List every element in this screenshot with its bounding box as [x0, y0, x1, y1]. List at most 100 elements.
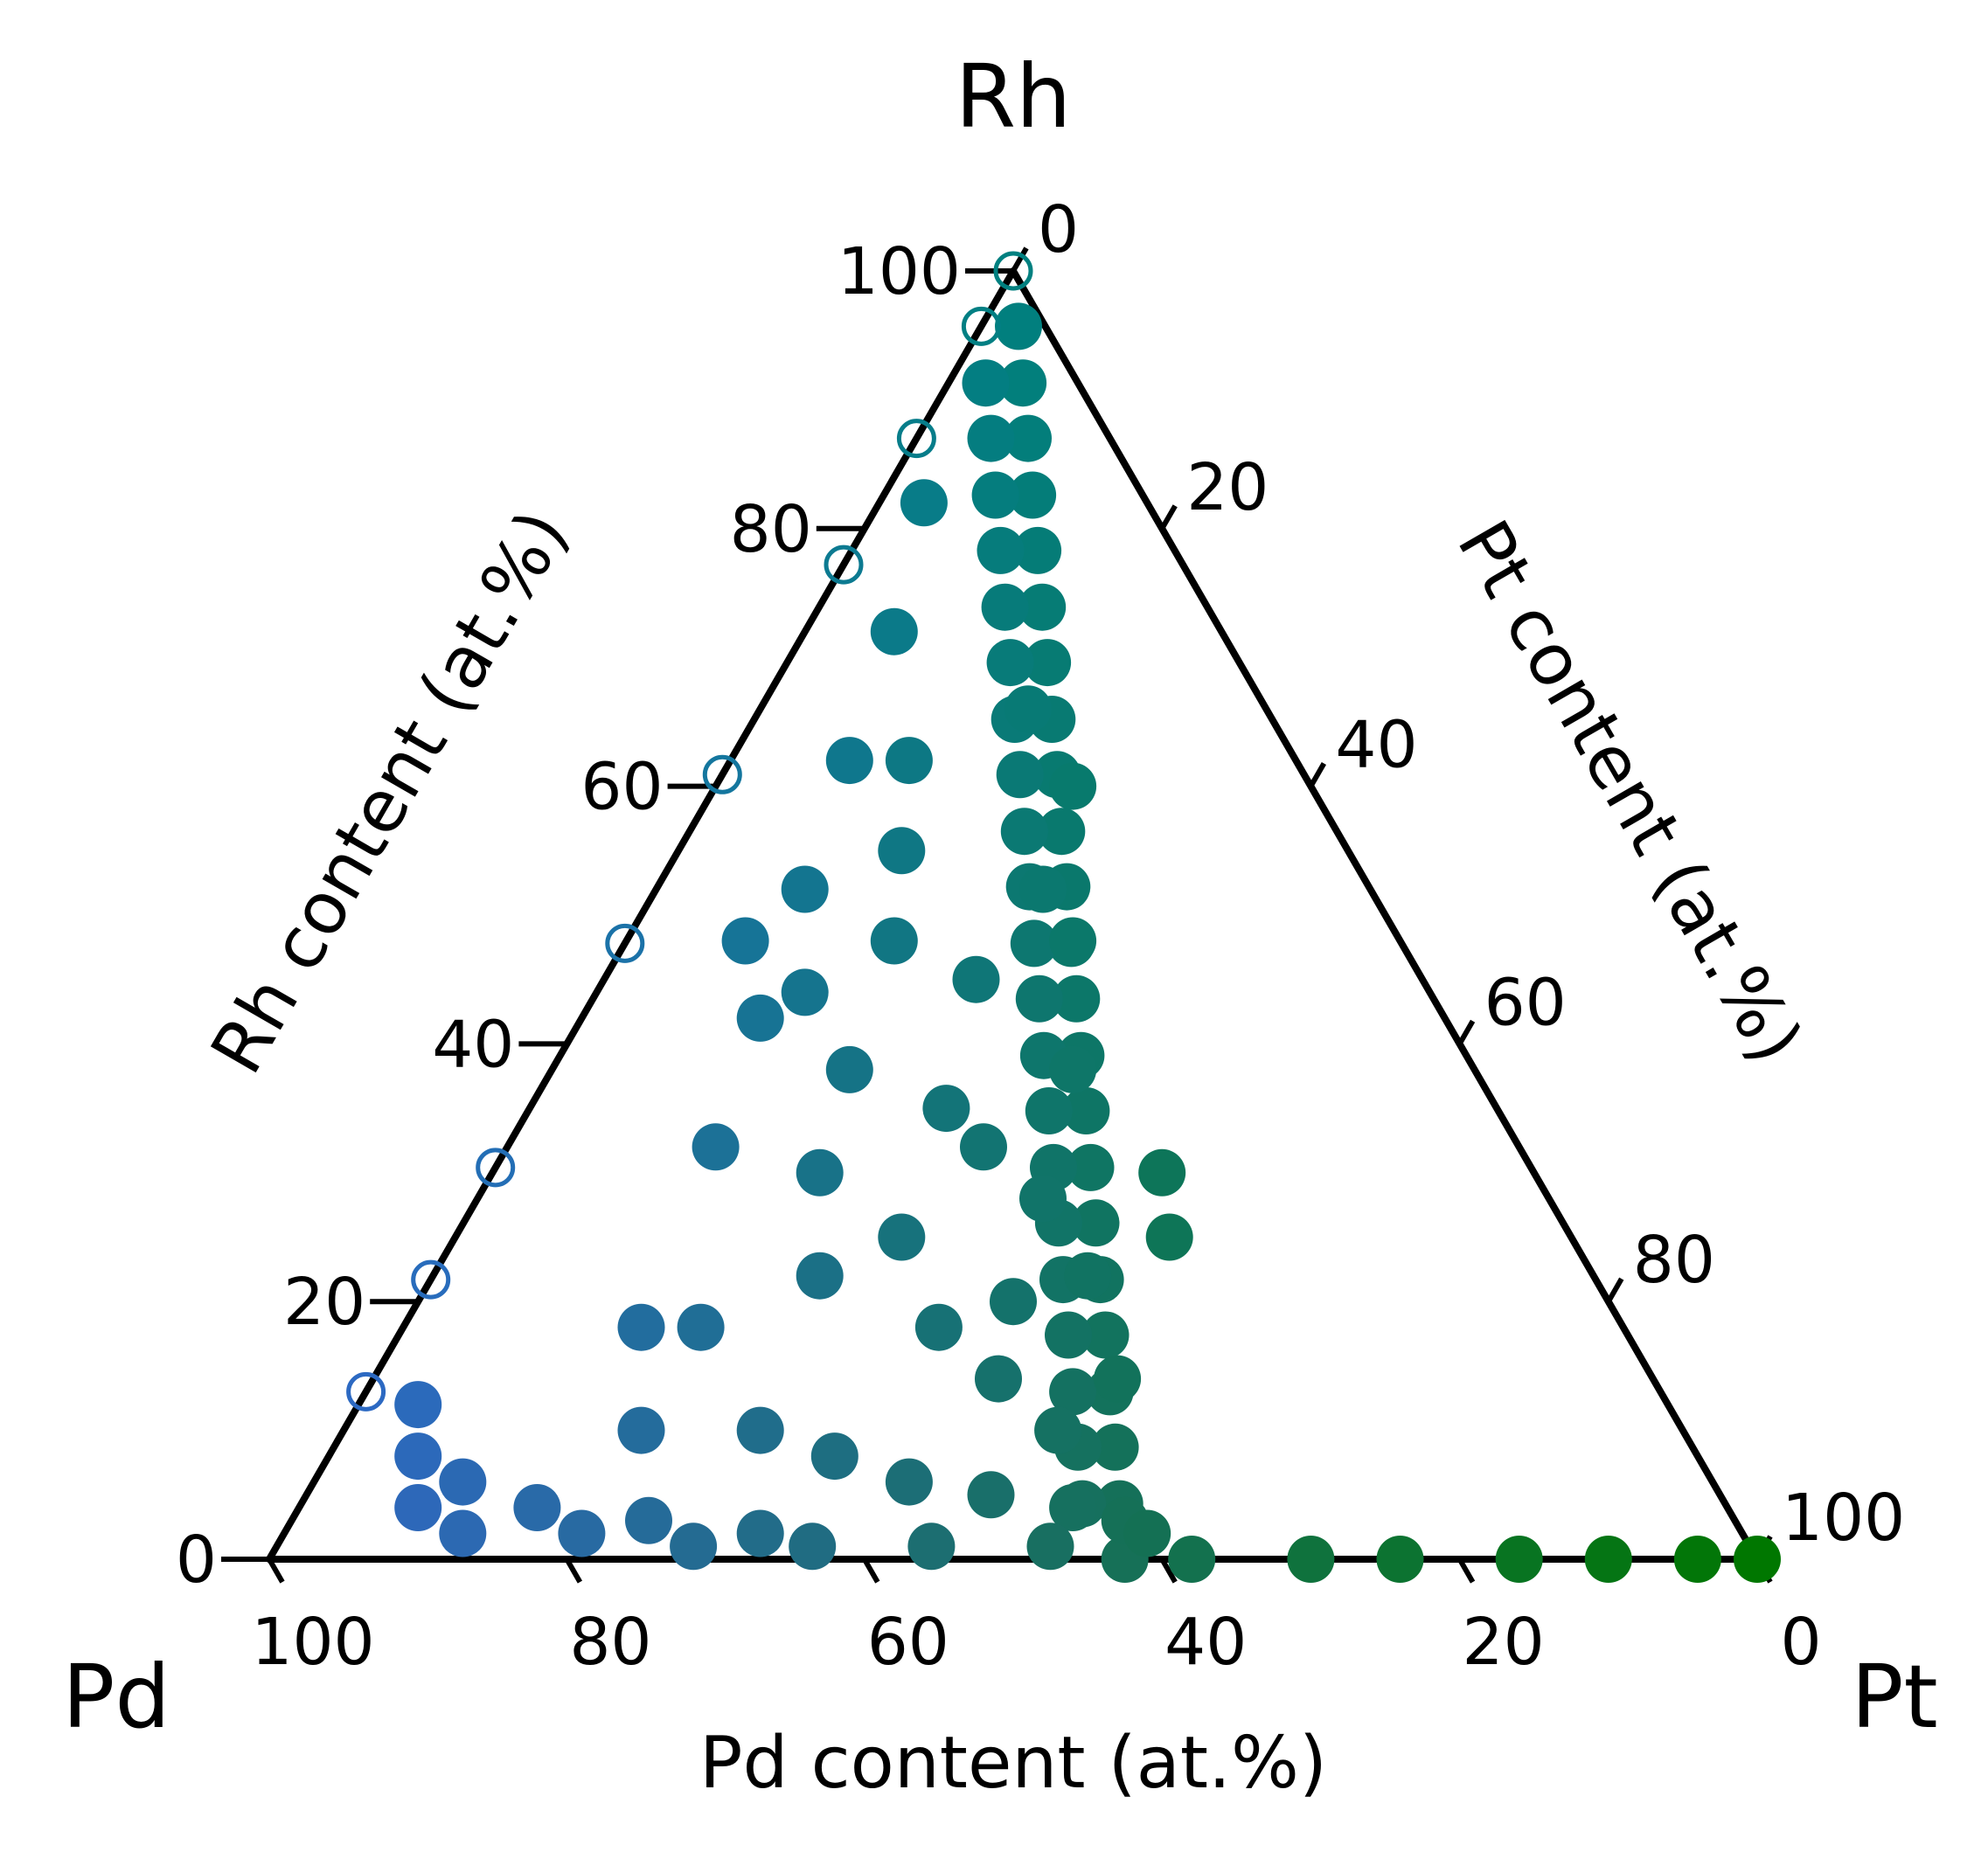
data-point	[736, 994, 784, 1042]
tick-label-left-60: 60	[580, 750, 663, 825]
data-point	[558, 1509, 606, 1557]
data-point	[736, 1509, 784, 1557]
tick-label-right-40: 40	[1335, 708, 1417, 783]
data-point	[878, 1213, 926, 1261]
tick-label-left-80: 80	[730, 492, 812, 567]
data-point	[1015, 975, 1063, 1023]
data-point	[439, 1509, 487, 1557]
data-point	[1014, 526, 1062, 574]
tick-label-bottom-60: 60	[867, 1605, 949, 1680]
tick-label-bottom-20: 20	[1463, 1605, 1545, 1680]
data-point	[1004, 414, 1052, 462]
data-point	[1053, 975, 1101, 1023]
tick-right-0	[1011, 246, 1029, 273]
data-point	[1495, 1536, 1543, 1583]
tick-label-left-0: 0	[176, 1523, 217, 1598]
data-point	[781, 968, 829, 1016]
tick-bottom-80	[564, 1557, 583, 1584]
data-point	[1024, 639, 1072, 687]
data-point	[1094, 1355, 1142, 1403]
data-point	[810, 1432, 858, 1481]
data-point	[914, 1303, 963, 1351]
data-point	[721, 917, 769, 965]
data-point	[1000, 808, 1048, 856]
corner-label-pt: Pt	[1851, 1646, 1938, 1748]
data-point	[1091, 1423, 1139, 1471]
data-point	[825, 1045, 873, 1093]
data-point	[1019, 1175, 1067, 1223]
tick-label-left-40: 40	[432, 1007, 514, 1082]
data-point	[1018, 583, 1067, 631]
data-point	[1049, 1484, 1097, 1531]
data-point	[1034, 1406, 1082, 1454]
data-point	[1038, 808, 1086, 856]
data-point	[885, 1458, 933, 1506]
tick-label-right-60: 60	[1484, 965, 1567, 1040]
axis-title-left: Rh content (at.%)	[196, 496, 585, 1087]
tick-bottom-20	[1456, 1557, 1476, 1584]
tick-right-60	[1456, 1019, 1476, 1045]
corner-label-pd: Pd	[62, 1646, 170, 1748]
tick-label-bottom-40: 40	[1164, 1605, 1247, 1680]
data-point	[692, 1123, 740, 1171]
data-point	[617, 1406, 665, 1454]
data-point	[907, 1523, 956, 1571]
data-point	[1072, 1199, 1120, 1247]
tick-group: 0 0 0 20 20 20 40 40 40 60 60 60 80 80 80 100 100 100	[176, 192, 1905, 1680]
tick-bottom-40	[1159, 1557, 1178, 1584]
data-point	[960, 1123, 1007, 1171]
data-point	[981, 583, 1029, 631]
data-point	[1019, 865, 1067, 913]
tick-label-right-0: 0	[1038, 192, 1079, 267]
data-point	[962, 359, 1010, 407]
tick-label-bottom-0: 0	[1780, 1605, 1821, 1680]
data-point	[1009, 471, 1057, 519]
data-point	[922, 1085, 970, 1133]
data-point-hollow	[702, 754, 742, 794]
data-point	[796, 1252, 844, 1300]
data-point	[1049, 1045, 1097, 1093]
data-point	[971, 471, 1019, 519]
data-point	[975, 1355, 1022, 1403]
data-point	[1673, 1536, 1721, 1583]
data-point	[677, 1303, 725, 1351]
data-point	[1045, 1311, 1092, 1359]
data-point	[878, 827, 926, 875]
data-point	[967, 1471, 1015, 1519]
data-point-hollow	[961, 306, 1001, 346]
tick-label-bottom-100: 100	[251, 1605, 374, 1680]
data-point	[885, 737, 933, 785]
data-point	[1049, 917, 1097, 965]
data-points	[346, 251, 1781, 1583]
data-point	[1067, 1143, 1115, 1191]
data-point	[1062, 1087, 1110, 1134]
data-point	[796, 1148, 844, 1197]
data-point	[1064, 1252, 1112, 1300]
data-point	[870, 917, 918, 965]
data-point	[900, 479, 948, 527]
data-point	[1287, 1536, 1335, 1583]
tick-right-80	[1606, 1277, 1624, 1303]
data-point	[977, 526, 1025, 574]
data-point	[995, 302, 1042, 350]
data-point	[990, 1278, 1037, 1326]
data-point	[1145, 1213, 1193, 1261]
data-point	[1004, 685, 1052, 733]
data-point	[1376, 1536, 1424, 1583]
data-point	[781, 865, 829, 913]
data-point	[513, 1484, 561, 1531]
data-point	[1734, 1536, 1781, 1583]
data-point	[952, 955, 1000, 1003]
data-point	[625, 1496, 672, 1544]
data-point-hollow	[476, 1148, 516, 1188]
data-point	[617, 1303, 665, 1351]
edge-left	[266, 267, 1017, 1563]
data-point-hollow	[896, 419, 936, 459]
data-point	[1123, 1509, 1171, 1557]
data-point	[394, 1484, 442, 1531]
edge-right	[1010, 267, 1761, 1563]
data-point	[1025, 1087, 1073, 1134]
tick-label-left-100: 100	[838, 234, 961, 309]
data-point	[789, 1523, 837, 1571]
